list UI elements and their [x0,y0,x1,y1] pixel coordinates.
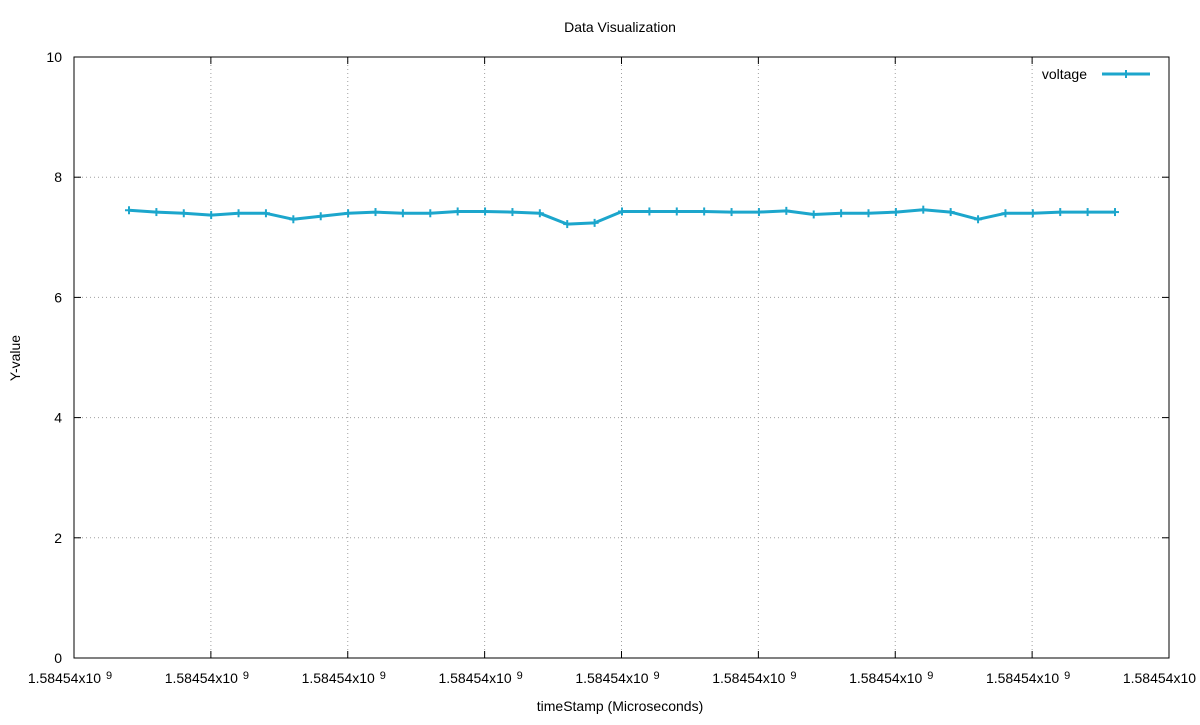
data-point-marker [919,205,928,214]
data-point-marker [809,210,818,219]
x-axis-label: timeStamp (Microseconds) [537,698,704,714]
data-point-marker [754,208,763,217]
data-point-marker [563,220,572,229]
y-axis-label: Y-value [7,335,23,381]
chart-title: Data Visualization [564,19,676,35]
data-point-marker [152,208,161,217]
data-point-marker [946,208,955,217]
data-point-marker [645,207,654,216]
data-point-marker [125,206,133,215]
data-point-marker [344,209,353,218]
data-point-marker [1056,208,1065,217]
data-point-marker [261,209,270,218]
data-point-marker [371,208,380,217]
data-point-marker [508,208,517,217]
data-point-marker [426,209,435,218]
y-tick-label: 0 [54,650,62,666]
series-layer [125,205,1119,229]
legend-label: voltage [1042,66,1087,82]
data-point-marker [782,206,791,215]
axis-ticks: 0 2 4 6 8 10 1.58454x10 9 1.58454x10 9 1.58454x10 9… [28,49,1200,686]
y-tick-label: 6 [54,289,62,305]
y-tick-label: 4 [54,410,62,426]
data-point-marker [974,215,983,224]
data-point-marker [179,209,188,218]
data-point-marker [234,209,243,218]
data-point-marker [207,211,216,220]
data-point-marker [316,212,325,221]
data-point-marker [1028,209,1037,218]
data-point-marker [618,207,626,216]
y-tick-label: 10 [46,49,62,65]
data-point-marker [481,207,490,216]
data-point-marker [837,209,846,218]
data-point-marker [727,208,736,217]
y-tick-label: 2 [54,530,62,546]
y-tick-label: 8 [54,169,62,185]
data-point-marker [672,207,681,216]
data-point-marker [398,209,407,218]
data-point-marker [1001,209,1010,218]
plot-area-border [73,56,1170,659]
data-point-marker [535,209,544,218]
legend: voltage [1042,66,1150,82]
data-point-marker [1111,208,1119,217]
data-point-marker [891,208,900,217]
data-point-marker [453,207,462,216]
data-point-marker [1083,208,1092,217]
data-point-marker [289,215,298,224]
grid-lines [74,57,1169,658]
data-point-marker [864,209,873,218]
data-point-marker [700,207,709,216]
legend-marker [1122,70,1130,78]
data-point-marker [590,218,599,227]
